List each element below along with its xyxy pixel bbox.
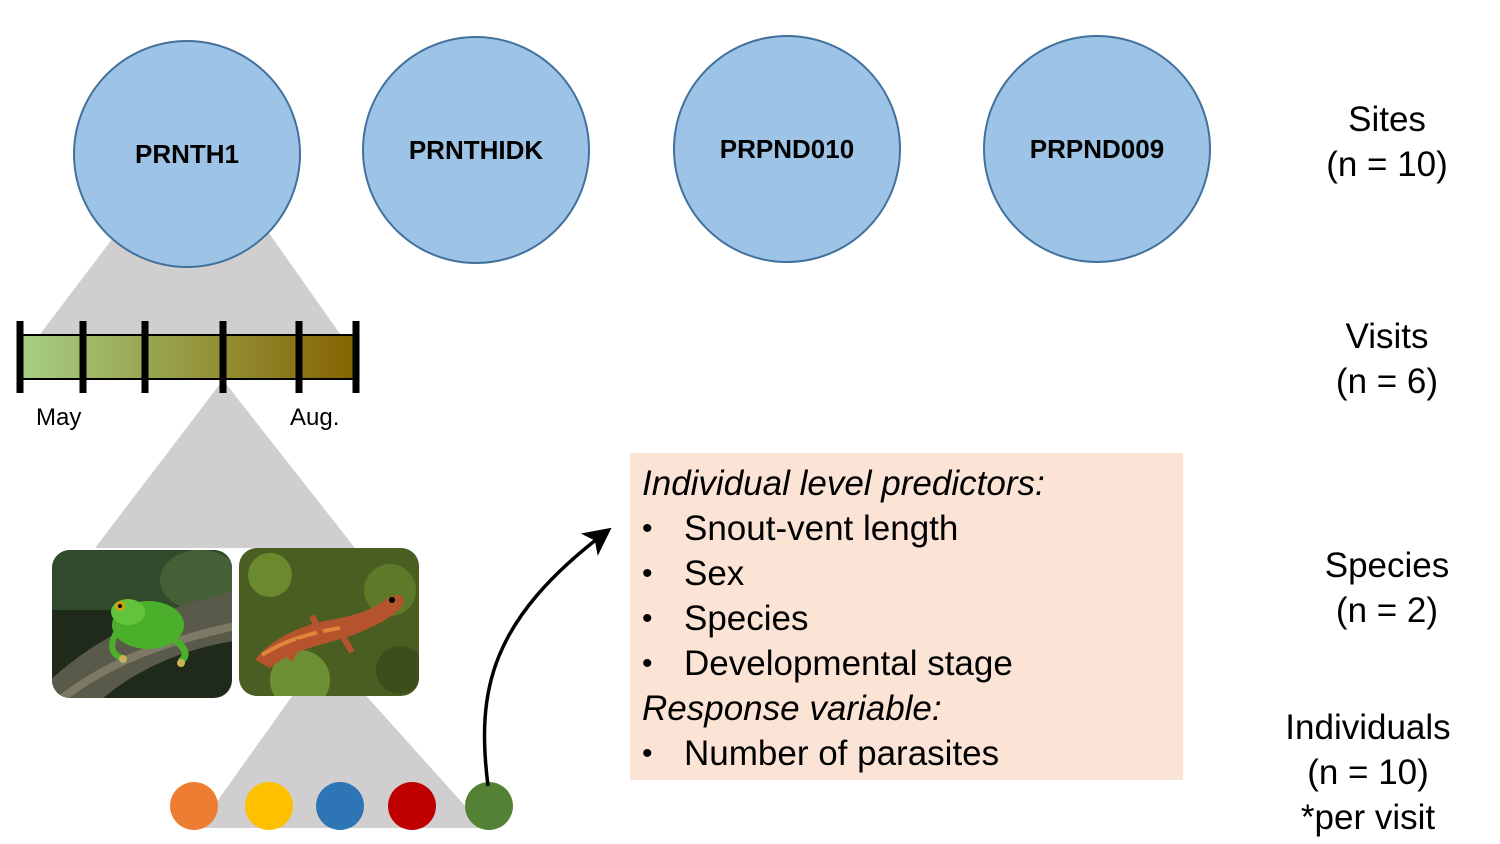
timeline-bar [19, 334, 357, 380]
visit-timeline: May Aug. [16, 321, 360, 431]
sites-level-name: Sites [1348, 100, 1426, 139]
site-node: PRNTHIDK [362, 36, 590, 264]
individual-dot [465, 782, 513, 830]
site-label: PRNTHIDK [409, 135, 544, 165]
site-circle [73, 40, 301, 268]
site-to-visits-funnel [22, 226, 357, 358]
sites-level-count: (n = 10) [1326, 145, 1448, 184]
site-node: PRPND010 [673, 35, 901, 263]
individuals-level-label: Individuals (n = 10) *per visit [1258, 705, 1478, 840]
newt-photo [239, 548, 419, 696]
predictor-item: Developmental stage [642, 641, 1171, 686]
predictors-list: Snout-vent length Sex Species Developmen… [642, 506, 1171, 686]
predictors-box: Individual level predictors: Snout-vent … [630, 453, 1183, 780]
visits-level-label: Visits (n = 6) [1277, 314, 1497, 404]
site-node: PRNTH1 [73, 40, 301, 268]
predictor-item: Snout-vent length [642, 506, 1171, 551]
visits-level-name: Visits [1345, 317, 1429, 356]
individual-dot [170, 782, 218, 830]
individuals-level-note: *per visit [1300, 798, 1436, 837]
site-node: PRPND009 [983, 35, 1211, 263]
visit-to-species-funnel [95, 380, 355, 548]
predictors-heading: Individual level predictors: [642, 464, 1045, 503]
sites-level-label: Sites (n = 10) [1277, 97, 1497, 187]
predictor-item: Sex [642, 551, 1171, 596]
individual-dot [388, 782, 436, 830]
individuals-level-count: (n = 10) [1307, 753, 1429, 792]
species-level-count: (n = 2) [1335, 591, 1439, 630]
site-circle [673, 35, 901, 263]
individual-dot [316, 782, 364, 830]
individual-to-predictors-arrow [482, 527, 612, 787]
species-level-label: Species (n = 2) [1277, 543, 1497, 633]
timeline-start-label: May [36, 404, 81, 431]
visits-level-count: (n = 6) [1335, 362, 1439, 401]
individuals-level-name: Individuals [1285, 708, 1451, 747]
site-circle [983, 35, 1211, 263]
response-heading: Response variable: [642, 689, 942, 728]
site-circle [362, 36, 590, 264]
individual-dot [245, 782, 293, 830]
site-label: PRPND009 [1030, 134, 1164, 164]
site-label: PRNTH1 [135, 139, 239, 169]
site-label: PRPND010 [720, 134, 854, 164]
response-list: Number of parasites [642, 731, 1171, 776]
tree-frog-photo [52, 550, 232, 698]
species-level-name: Species [1324, 546, 1450, 585]
response-item: Number of parasites [642, 731, 1171, 776]
predictor-item: Species [642, 596, 1171, 641]
timeline-end-label: Aug. [290, 404, 339, 431]
